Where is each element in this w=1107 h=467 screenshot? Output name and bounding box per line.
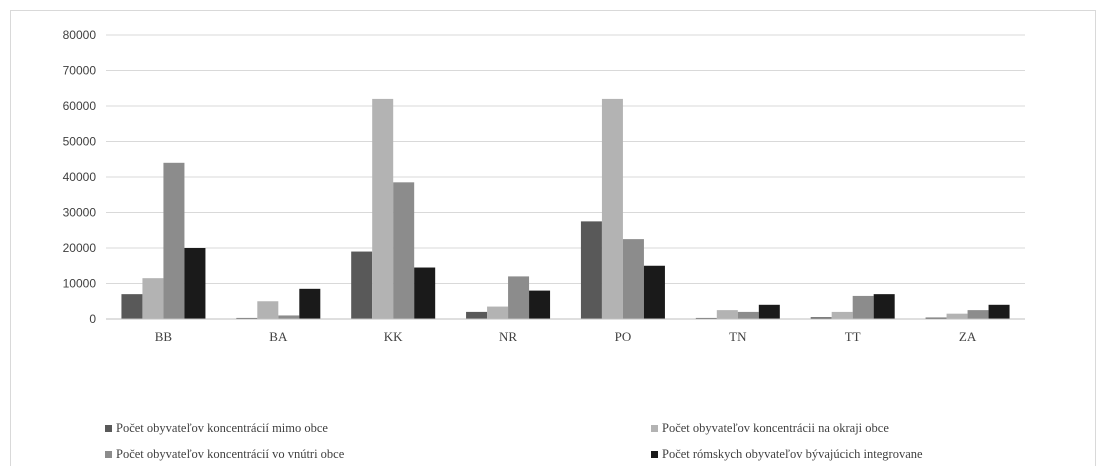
legend-item-mimo-obce: Počet obyvateľov koncentrácií mimo obce: [105, 421, 328, 436]
bar-tt-series-3: [852, 295, 874, 319]
bar-tn-series-3: [737, 311, 759, 319]
x-tick-label: NR: [499, 329, 517, 344]
legend-label: Počet rómskych obyvateľov bývajúcich int…: [662, 447, 923, 461]
bar-po-series-2: [601, 98, 623, 320]
bar-za-series-4: [988, 304, 1010, 319]
y-tick-label: 30000: [63, 206, 97, 220]
bar-bb-series-2: [142, 278, 164, 319]
bar-tn-series-4: [758, 304, 780, 319]
bar-za-series-2: [946, 313, 968, 319]
bar-kk-series-2: [372, 98, 394, 320]
x-axis-tick-labels: BB BA KK NR PO TN TT ZA: [155, 329, 977, 344]
x-tick-label: TN: [729, 329, 747, 344]
y-tick-label: 50000: [63, 135, 97, 149]
bar-tt-series-2: [831, 311, 853, 319]
x-tick-label: PO: [615, 329, 632, 344]
y-tick-label: 40000: [63, 170, 97, 184]
gridlines: [106, 34, 1025, 284]
y-tick-label: 0: [89, 312, 96, 326]
bar-kk-series-4: [414, 267, 436, 319]
bar-za-series-1: [925, 317, 947, 319]
bar-po-series-3: [622, 239, 644, 319]
bar-bb-series-1: [121, 294, 143, 319]
bar-nr-series-3: [508, 276, 530, 319]
bar-ba-series-3: [278, 315, 300, 319]
legend-item-na-okraji-obce: Počet obyvateľov koncentrácii na okraji …: [651, 421, 889, 436]
legend-label: Počet obyvateľov koncentrácií vo vnútri …: [116, 447, 345, 461]
bar-kk-series-1: [351, 251, 373, 319]
x-tick-label: TT: [845, 329, 861, 344]
x-tick-label: BA: [269, 329, 288, 344]
bar-po-series-1: [580, 221, 602, 319]
bar-po-series-4: [643, 265, 665, 319]
bar-kk-series-3: [393, 182, 415, 319]
bar-bb-series-3: [163, 162, 185, 319]
x-tick-label: ZA: [959, 329, 977, 344]
bar-ba-series-1: [236, 317, 258, 319]
legend-swatch: [651, 451, 658, 458]
bar-tn-series-2: [716, 310, 738, 319]
legend-swatch: [651, 425, 658, 432]
y-tick-label: 10000: [63, 277, 97, 291]
bar-nr-series-1: [466, 311, 488, 319]
bar-ba-series-4: [299, 288, 321, 319]
bar-nr-series-4: [529, 290, 551, 319]
x-tick-label: KK: [384, 329, 403, 344]
bar-tt-series-4: [873, 294, 895, 319]
legend-swatch: [105, 451, 112, 458]
bar-bb-series-4: [184, 248, 206, 319]
legend-swatch: [105, 425, 112, 432]
bar-tt-series-1: [810, 317, 832, 319]
bar-nr-series-2: [487, 306, 509, 319]
bar-chart: 0 10000 20000 30000 40000 50000 60000 70000 8000…: [63, 28, 1025, 344]
y-tick-label: 80000: [63, 28, 97, 42]
legend-item-vo-vnutri-obce: Počet obyvateľov koncentrácií vo vnútri …: [105, 447, 344, 462]
legend-item-integrovane: Počet rómskych obyvateľov bývajúcich int…: [651, 447, 923, 462]
bar-ba-series-2: [257, 301, 279, 319]
bar-za-series-3: [967, 310, 989, 319]
bar-tn-series-1: [695, 317, 717, 319]
x-tick-label: BB: [155, 329, 173, 344]
legend-label: Počet obyvateľov koncentrácií mimo obce: [116, 421, 328, 435]
y-axis-tick-labels: 0 10000 20000 30000 40000 50000 60000 70000 8000…: [63, 28, 97, 326]
legend-label: Počet obyvateľov koncentrácii na okraji …: [662, 421, 889, 435]
y-tick-label: 70000: [63, 64, 97, 78]
chart-frame: 0 10000 20000 30000 40000 50000 60000 70000 8000…: [10, 10, 1096, 466]
y-tick-label: 20000: [63, 241, 97, 255]
y-tick-label: 60000: [63, 99, 97, 113]
bars: [121, 98, 1010, 320]
